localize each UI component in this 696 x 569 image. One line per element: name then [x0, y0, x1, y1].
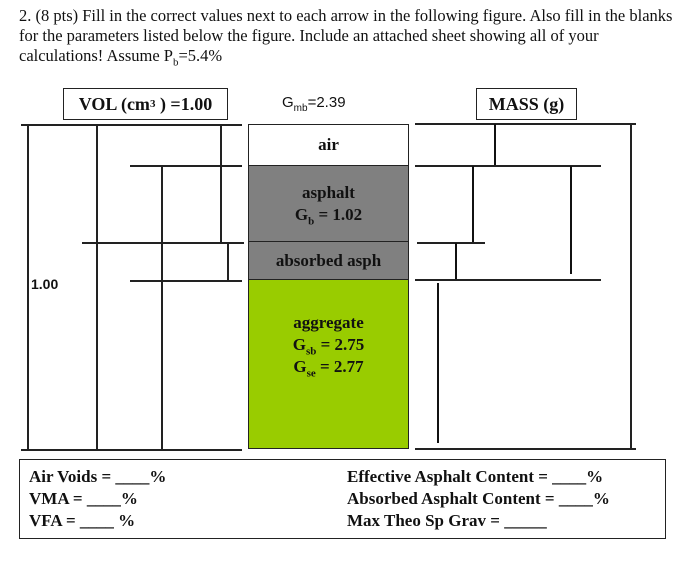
- gsb-subscript: sb: [305, 345, 317, 358]
- gb-number: = 1.02: [314, 204, 363, 224]
- gmb-value: =2.39: [307, 94, 346, 111]
- air-segment: air: [248, 124, 409, 166]
- gb-symbol: G: [294, 204, 309, 224]
- question-text: 2. (8 pts) Fill in the correct values ne…: [19, 6, 679, 69]
- answers-left-column: Air Voids = ____% VMA = ____% VFA = ____…: [29, 466, 166, 532]
- absorbed-asphalt-blank[interactable]: Absorbed Asphalt Content = ____%: [347, 489, 610, 508]
- vol-asphalt-agg-bracket: [161, 165, 163, 450]
- vol-bottom-line: [21, 449, 242, 451]
- mass-bottom-line: [415, 448, 636, 450]
- vol-air-line: [130, 165, 242, 167]
- question-body: 2. (8 pts) Fill in the correct values ne…: [19, 6, 673, 65]
- asphalt-label: asphalt: [302, 182, 355, 202]
- mass-asphalt-total-bracket: [570, 166, 572, 274]
- aggregate-segment: aggregate Gsb = 2.75 Gse = 2.77: [248, 279, 409, 449]
- answers-right-column: Effective Asphalt Content = ____% Absorb…: [347, 466, 610, 532]
- absorbed-asphalt-segment: absorbed asph: [248, 241, 409, 280]
- mass-top-line: [415, 123, 636, 125]
- gse-symbol: G: [293, 357, 307, 376]
- gsb-symbol: G: [292, 335, 306, 354]
- absorbed-label: absorbed asph: [275, 250, 382, 270]
- pb-value: =5.4%: [178, 46, 223, 65]
- gmb-symbol: G: [282, 94, 294, 111]
- mass-air-line: [415, 165, 601, 167]
- vma-blank[interactable]: VMA = ____%: [29, 489, 138, 508]
- gsb-number: = 2.75: [316, 335, 365, 354]
- gmb-subscript: mb: [293, 103, 308, 114]
- asphalt-segment: asphalt Gb = 1.02: [248, 165, 409, 242]
- mass-label: MASS (g): [488, 93, 565, 114]
- mass-total-bracket: [630, 123, 632, 449]
- vol-air-asphalt-bracket: [220, 124, 222, 242]
- air-label: air: [318, 135, 339, 154]
- gsb-value: Gsb = 2.75: [292, 334, 365, 358]
- volume-label: VOL (cm: [78, 93, 150, 114]
- gse-subscript: se: [306, 367, 316, 380]
- vol-top-line: [21, 124, 242, 126]
- vol-absorbed-bracket: [227, 242, 229, 280]
- vol-asphalt-line: [82, 242, 244, 244]
- pb-subscript: b: [172, 56, 179, 69]
- answers-box: Air Voids = ____% VMA = ____% VFA = ____…: [19, 459, 666, 539]
- gse-number: = 2.77: [315, 357, 364, 376]
- gb-subscript: b: [308, 214, 315, 227]
- vfa-blank[interactable]: VFA = ____ %: [29, 511, 136, 530]
- mass-header: MASS (g): [476, 88, 577, 120]
- aggregate-label: aggregate: [293, 313, 364, 332]
- vol-absorbed-line: [130, 280, 242, 282]
- mass-air-bracket: [494, 124, 496, 166]
- effective-asphalt-blank[interactable]: Effective Asphalt Content = ____%: [347, 467, 604, 486]
- volume-value: ) =1.00: [159, 93, 213, 114]
- mass-absorbed-bracket: [455, 243, 457, 280]
- total-volume-value: 1.00: [31, 276, 59, 292]
- vol-bracket-2: [96, 124, 98, 450]
- gb-value: Gb = 1.02: [294, 204, 363, 227]
- mass-aggregate-bracket: [437, 283, 439, 443]
- max-theo-sp-grav-blank[interactable]: Max Theo Sp Grav = _____: [347, 511, 547, 530]
- air-voids-blank[interactable]: Air Voids = ____%: [29, 467, 167, 486]
- mass-asphalt-bracket: [472, 166, 474, 242]
- volume-header: VOL (cm 3 ) =1.00: [63, 88, 228, 120]
- mass-asphalt-line: [417, 242, 485, 244]
- gmb-label: Gmb=2.39: [282, 94, 346, 114]
- mass-absorbed-line: [415, 279, 601, 281]
- gse-value: Gse = 2.77: [293, 356, 364, 380]
- vol-total-bracket: [27, 124, 29, 450]
